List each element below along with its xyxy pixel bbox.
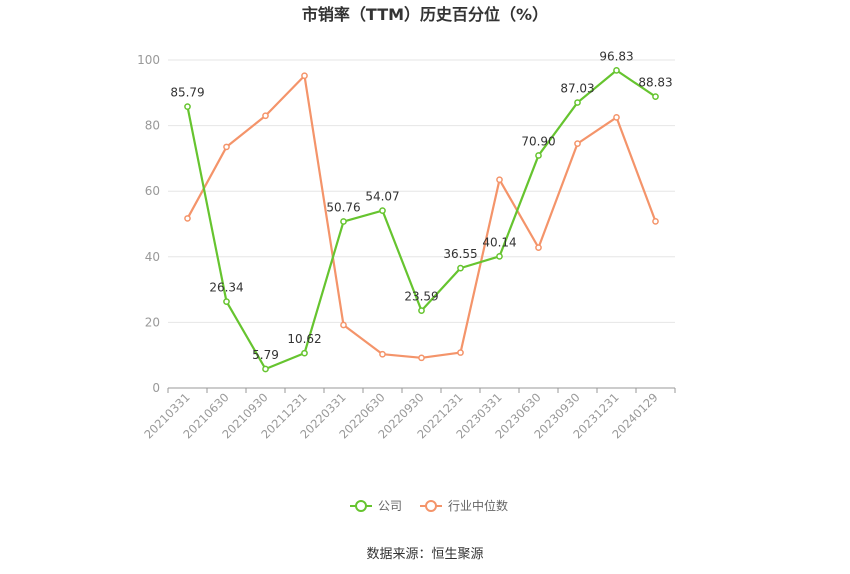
data-point (574, 140, 581, 147)
data-point (418, 307, 425, 314)
data-point (496, 252, 503, 260)
data-label: 54.07 (365, 190, 399, 204)
data-label: 26.34 (209, 281, 243, 295)
data-label: 88.83 (638, 76, 672, 90)
data-point (379, 350, 386, 358)
data-label: 10.62 (287, 332, 321, 346)
data-point (184, 103, 191, 110)
data-point (652, 218, 659, 225)
data-point (457, 349, 464, 356)
data-point (535, 152, 542, 159)
data-point (262, 365, 269, 373)
data-point (574, 99, 581, 106)
data-point (613, 67, 620, 74)
series-1 (184, 72, 659, 362)
y-axis: 0 20 40 60 80 100 (137, 53, 160, 395)
data-point (340, 218, 347, 225)
data-label: 40.14 (482, 235, 516, 249)
series-line (186, 74, 657, 359)
data-point (613, 114, 620, 121)
source-note: 数据来源：恒生聚源 (366, 547, 483, 562)
legend-label: 行业中位数 (448, 498, 508, 513)
data-label: 36.55 (443, 247, 477, 261)
y-tick-label: 100 (137, 53, 160, 67)
chart-title: 市销率（TTM）历史百分位（%） (302, 5, 548, 24)
data-label: 85.79 (170, 86, 204, 100)
data-label: 5.79 (252, 348, 279, 362)
data-point (457, 264, 464, 272)
y-tick-label: 20 (145, 315, 160, 329)
legend-item-0[interactable]: 公司 (350, 499, 402, 513)
data-label: 50.76 (326, 201, 360, 215)
legend-label: 公司 (378, 499, 402, 513)
legend-swatch-marker (425, 500, 437, 512)
grid-lines (168, 59, 675, 323)
series-0 (184, 67, 659, 373)
data-point (652, 93, 659, 100)
y-tick-label: 0 (152, 381, 160, 395)
data-point (184, 215, 191, 222)
data-point (301, 349, 308, 357)
series-line (186, 69, 657, 371)
data-point (223, 298, 230, 305)
y-tick-label: 40 (145, 250, 160, 264)
data-point (340, 321, 347, 329)
data-point (223, 143, 230, 151)
data-labels: 85.79 26.34 5.79 10.62 50.76 54.07 23.59 36.55 4… (170, 49, 672, 362)
data-label: 87.03 (560, 82, 594, 96)
x-axis: 2021033120210630202109302021123120220331… (141, 387, 676, 442)
data-point (262, 112, 269, 120)
data-point (496, 176, 503, 184)
data-point (535, 244, 542, 251)
y-tick-label: 60 (145, 184, 160, 198)
data-label: 70.90 (521, 134, 555, 148)
data-point (301, 72, 308, 80)
data-point (418, 354, 425, 362)
data-label: 23.59 (404, 290, 438, 304)
legend[interactable]: 公司 行业中位数 (350, 498, 508, 513)
series-layer (184, 67, 659, 373)
data-label: 96.83 (599, 49, 633, 63)
legend-item-1[interactable]: 行业中位数 (420, 498, 508, 513)
legend-swatch-marker (355, 500, 367, 512)
y-tick-label: 80 (145, 119, 160, 133)
data-point (379, 207, 386, 215)
